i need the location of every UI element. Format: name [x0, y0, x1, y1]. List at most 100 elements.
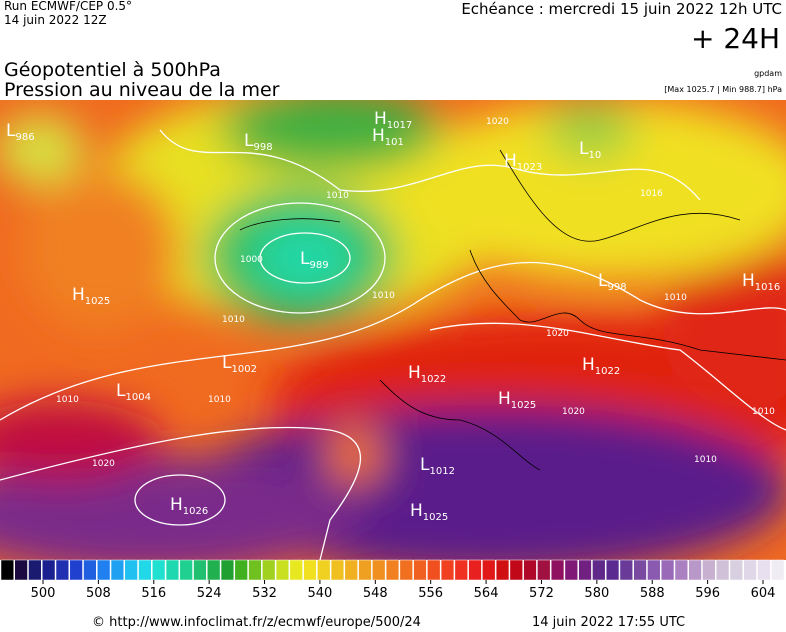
colorbar-swatch — [482, 559, 496, 581]
issue-date: 14 juin 2022 17:55 UTC — [532, 615, 685, 630]
isobar-label: 1020 — [92, 459, 115, 469]
colorbar-swatch — [289, 559, 303, 581]
pressure-center: H101 — [372, 126, 404, 148]
colorbar-swatch — [674, 559, 688, 581]
colorbar-swatch — [743, 559, 757, 581]
colorbar-swatch — [358, 559, 372, 581]
center-letter: L — [598, 271, 608, 291]
center-value: 1025 — [423, 512, 448, 523]
colorbar-tick-label: 556 — [418, 586, 443, 601]
isobar-label: 1020 — [546, 329, 569, 339]
pressure-center: L1004 — [116, 381, 151, 403]
center-value: 998 — [253, 142, 272, 153]
center-letter: L — [300, 249, 310, 269]
colorbar-tick-label: 524 — [197, 586, 222, 601]
colorbar-tick-label: 580 — [584, 586, 609, 601]
colorbar-swatch — [372, 559, 386, 581]
colorbar-swatch — [647, 559, 661, 581]
center-letter: L — [222, 353, 232, 373]
pressure-center: L989 — [300, 249, 329, 271]
isobar-label: 1010 — [664, 293, 687, 303]
center-letter: H — [372, 126, 385, 146]
center-letter: H — [374, 109, 387, 129]
colorbar-swatch — [138, 559, 152, 581]
center-value: 1012 — [429, 466, 454, 477]
colorbar-swatch — [165, 559, 180, 581]
unit: gpdam — [754, 69, 782, 78]
pressure-center: L986 — [6, 121, 35, 143]
pressure-center: L1002 — [222, 353, 257, 375]
colorbar-swatch — [592, 559, 606, 581]
center-value: 986 — [15, 132, 34, 143]
center-letter: L — [579, 139, 589, 159]
colorbar-tick-label: 564 — [474, 586, 499, 601]
colorbar-swatch — [413, 559, 427, 581]
colorbar-tick-label: 572 — [529, 586, 554, 601]
isobars — [0, 129, 786, 560]
colorbar-swatch — [42, 559, 56, 581]
center-value: 1025 — [511, 400, 536, 411]
colorbar-swatch — [770, 559, 785, 581]
center-letter: H — [72, 285, 85, 305]
colorbar-swatch — [124, 559, 138, 581]
colorbar-swatch — [440, 559, 455, 581]
pressure-center: L998 — [598, 271, 627, 293]
isobar-label: 1010 — [372, 291, 395, 301]
title-geopotential: Géopotentiel à 500hPa — [4, 59, 221, 81]
isobar-label: 1020 — [486, 117, 509, 127]
colorbar-tick-label: 588 — [640, 586, 665, 601]
colorbar-swatch — [262, 559, 276, 581]
colorbar-swatch — [729, 559, 743, 581]
isobar-label: 1010 — [208, 395, 231, 405]
pressure-center: H1016 — [742, 271, 780, 293]
center-value: 101 — [385, 137, 404, 148]
colorbar-swatch — [152, 559, 166, 581]
colorbar-swatch — [344, 559, 358, 581]
colorbar-swatch — [619, 559, 633, 581]
isobar-label: 1010 — [56, 395, 79, 405]
colorbar-swatch — [69, 559, 83, 581]
colorbar-swatch — [578, 559, 592, 581]
colorbar-swatch — [509, 559, 523, 581]
center-value: 998 — [607, 282, 626, 293]
colorbar-swatch — [427, 559, 441, 581]
isobar-label: 1000 — [240, 255, 263, 265]
isobar-label: 1010 — [326, 191, 349, 201]
isobar-label: 1020 — [562, 407, 585, 417]
center-value: 1002 — [231, 364, 256, 375]
isobar-label: 1010 — [222, 315, 245, 325]
pressure-center: H1025 — [72, 285, 110, 307]
colorbar-tick-label: 596 — [695, 586, 720, 601]
colorbar-swatch — [28, 559, 42, 581]
colorbar-swatch — [179, 559, 193, 581]
pressure-center: H1022 — [582, 355, 620, 377]
lead-time: + 24H — [691, 22, 780, 55]
colorbar-swatch — [468, 559, 482, 581]
center-letter: L — [244, 131, 254, 151]
colorbar-swatch — [97, 559, 111, 581]
colorbar-swatch — [757, 559, 771, 581]
colorbar-swatch — [234, 559, 248, 581]
center-value: 1004 — [125, 392, 150, 403]
colorbar-swatch — [248, 559, 262, 581]
colorbar-swatch — [495, 559, 510, 581]
isobar-label: 1016 — [640, 189, 663, 199]
center-letter: H — [170, 495, 183, 515]
colorbar-swatch — [605, 559, 620, 581]
colorbar-swatch — [715, 559, 730, 581]
pressure-center: L10 — [579, 139, 601, 161]
colorbar-swatch — [207, 559, 221, 581]
colorbar-swatch — [83, 559, 97, 581]
center-letter: L — [6, 121, 16, 141]
center-letter: H — [582, 355, 595, 375]
colorbar-tick-label: 532 — [252, 586, 277, 601]
colorbar-tick-label: 500 — [31, 586, 56, 601]
colorbar-swatch — [688, 559, 702, 581]
colorbar-swatch — [702, 559, 716, 581]
colorbar: 500 508 516 524 532 540 548 556 564 572 580 588 596 6… — [0, 559, 785, 601]
colorbar-swatch — [454, 559, 468, 581]
center-value: 989 — [309, 260, 328, 271]
center-value: 1017 — [387, 120, 412, 131]
